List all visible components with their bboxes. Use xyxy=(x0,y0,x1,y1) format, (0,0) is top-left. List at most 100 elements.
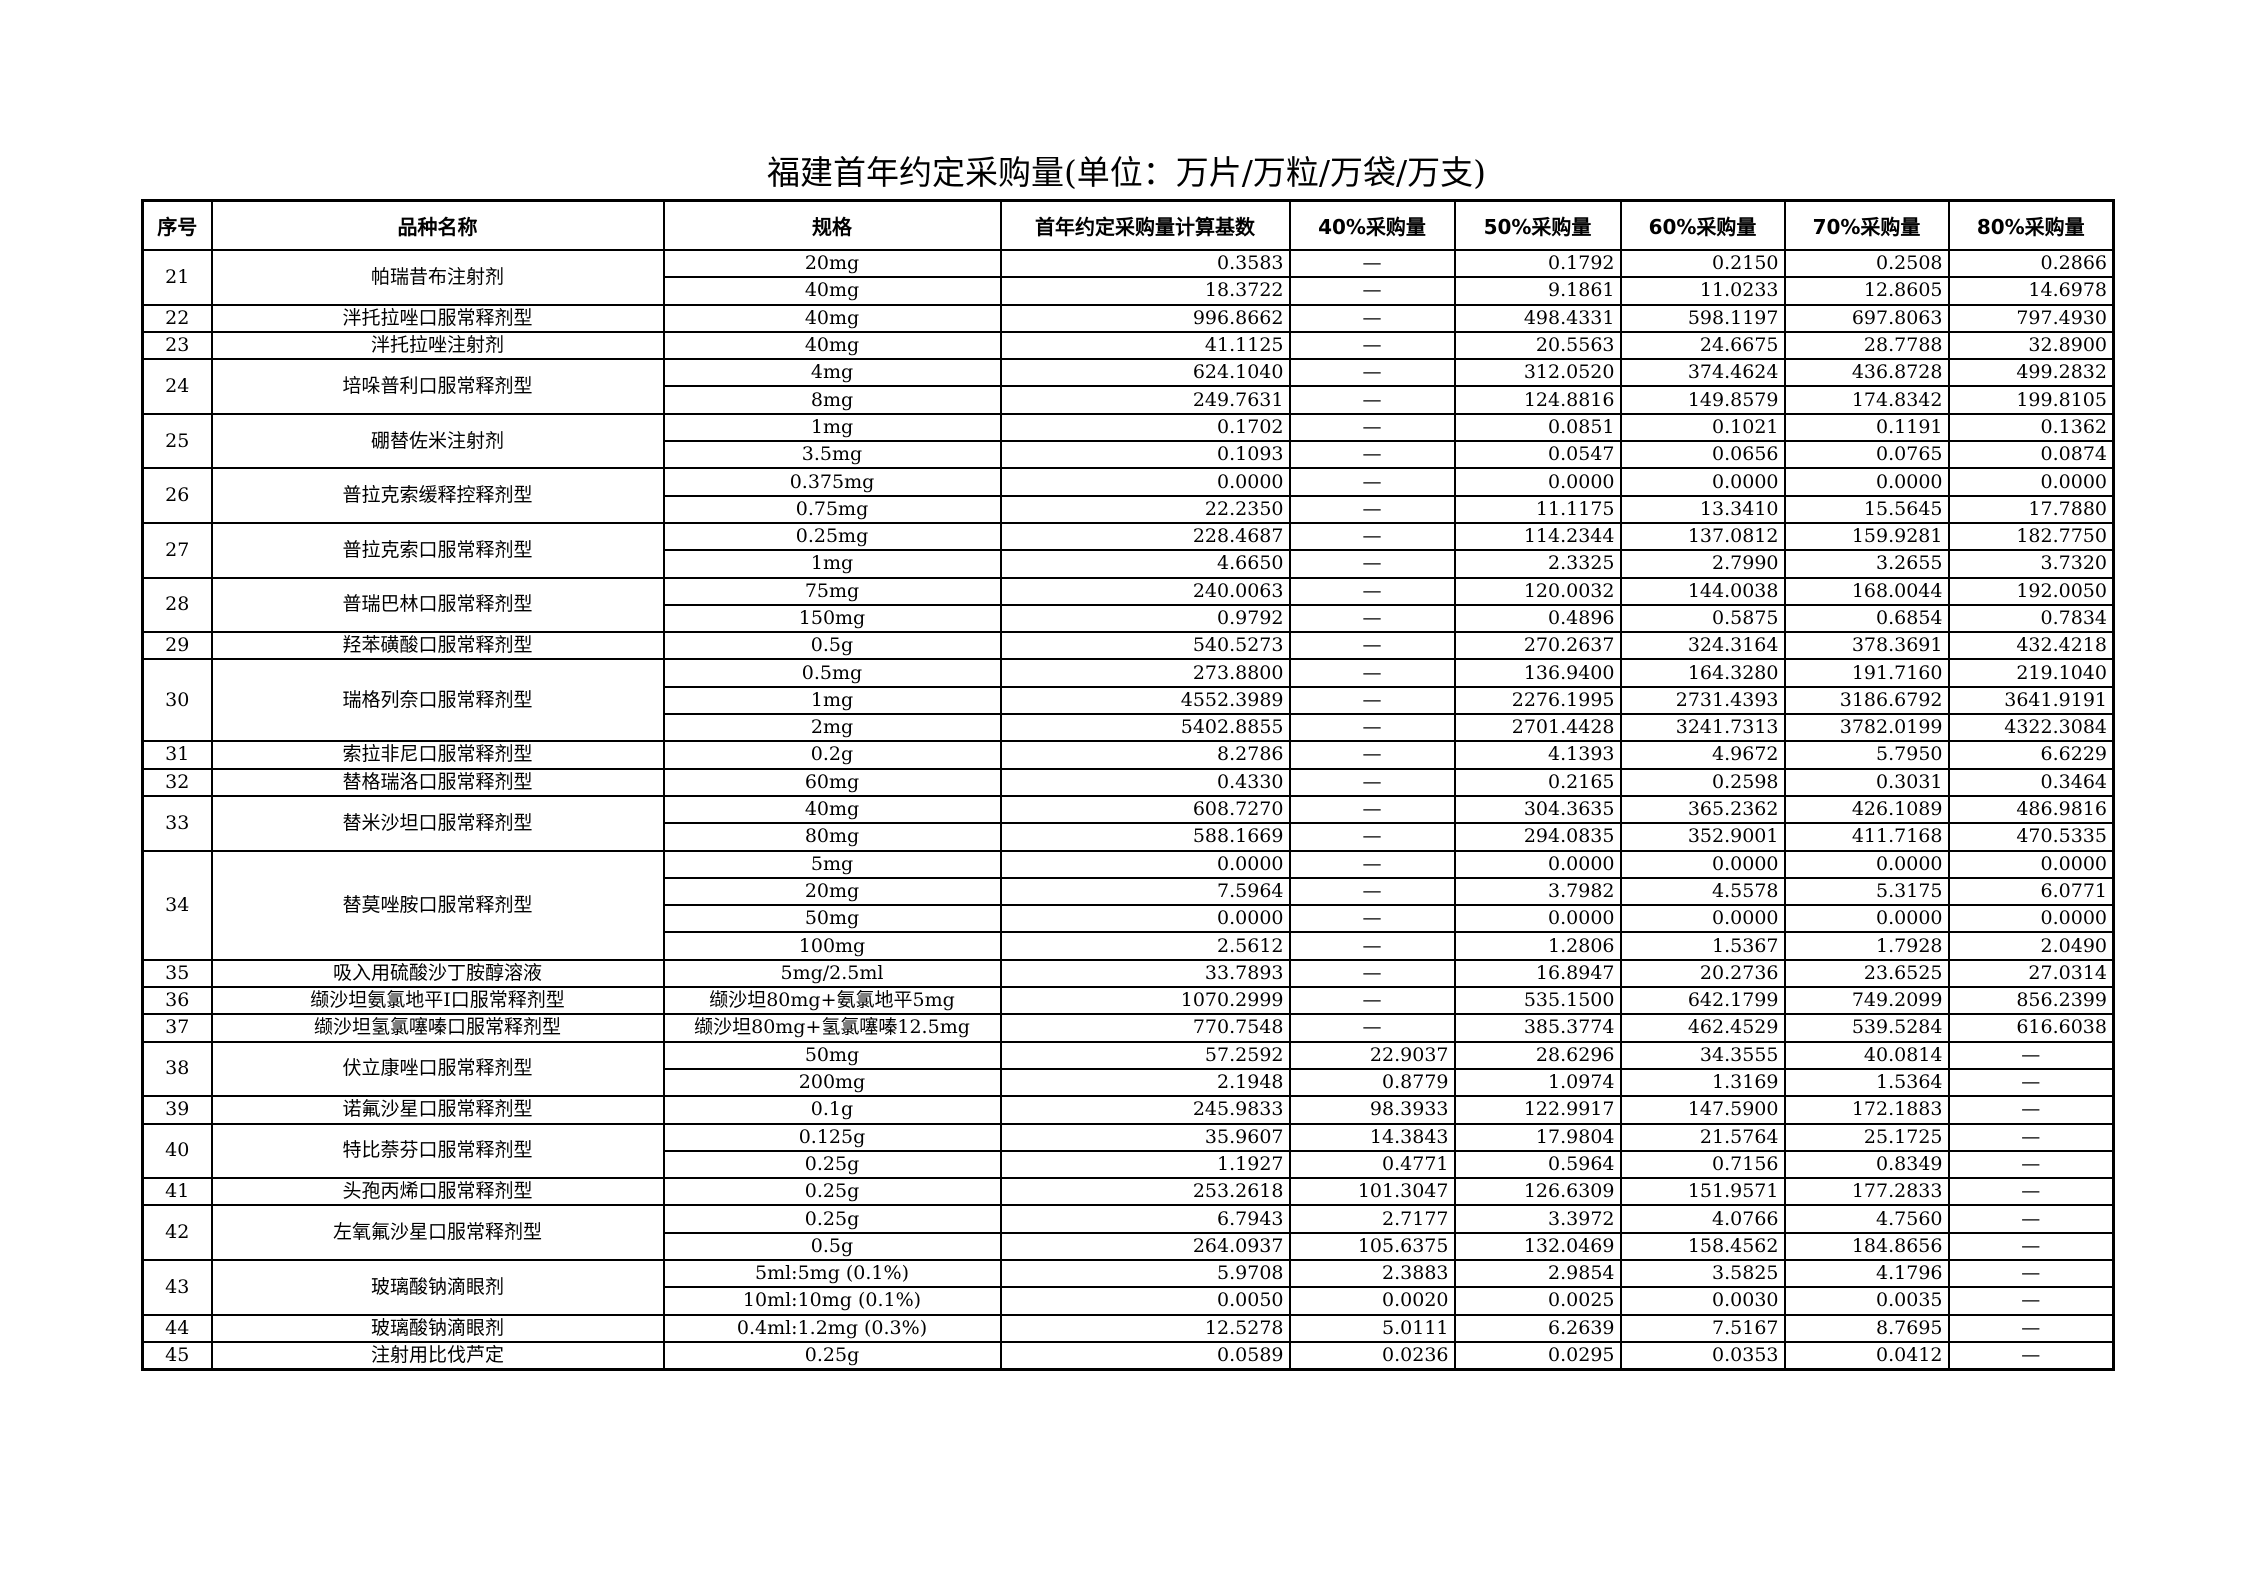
qty-40-cell: — xyxy=(1288,521,1456,552)
qty-60-cell: 20.2736 xyxy=(1619,958,1786,989)
qty-60-cell: 164.3280 xyxy=(1619,658,1786,688)
item-name: 普拉克索缓释控释剂型 xyxy=(210,467,665,524)
qty-40-cell: — xyxy=(1288,303,1456,333)
base-cell: 0.9792 xyxy=(999,603,1291,634)
spec-cell: 0.2g xyxy=(662,740,1002,770)
qty-40-cell: 0.0020 xyxy=(1288,1286,1456,1316)
qty-40-cell: 101.3047 xyxy=(1288,1177,1456,1207)
qty-80-cell: 3.7320 xyxy=(1947,549,2115,579)
table-row: 200mg 2.1948 0.8779 1.0974 1.3169 1.5364— xyxy=(143,1067,2115,1098)
qty-80-cell: — xyxy=(1947,1313,2115,1343)
qty-80-cell: 0.0874 xyxy=(1947,440,2115,470)
qty-50-cell: 122.9917 xyxy=(1453,1095,1622,1125)
qty-80-cell: 219.1040 xyxy=(1947,658,2115,688)
base-cell: 228.4687 xyxy=(999,521,1291,552)
qty-60-cell: 4.5578 xyxy=(1619,876,1786,907)
base-cell: 18.3722 xyxy=(999,276,1291,306)
qty-70-cell: 25.1725 xyxy=(1783,1122,1950,1152)
qty-60-cell: 352.9001 xyxy=(1619,822,1786,852)
header-col-40: 40%采购量 xyxy=(1288,199,1456,251)
qty-60-cell: 462.4529 xyxy=(1619,1013,1786,1043)
item-number: 30 xyxy=(141,658,213,743)
item-number: 43 xyxy=(141,1258,213,1316)
qty-70-cell: 411.7168 xyxy=(1783,822,1950,852)
spec-cell: 40mg xyxy=(662,794,1002,825)
spec-cell: 0.4ml:1.2mg (0.3%) xyxy=(662,1313,1002,1343)
qty-40-cell: — xyxy=(1288,794,1456,825)
qty-60-cell: 137.0812 xyxy=(1619,521,1786,552)
item-name: 缬沙坦氨氯地平Ⅰ口服常释剂型 xyxy=(210,986,665,1016)
table-row: 45 注射用比伐芦定 0.25g 0.0589 0.0236 0.0295 0.0353 0.… xyxy=(141,1340,2115,1371)
table-row: 40mg 18.3722—9.1861 11.0233 12.8605 14.6978 xyxy=(143,276,2115,306)
qty-70-cell: 3782.0199 xyxy=(1783,713,1950,743)
qty-60-cell: 4.9672 xyxy=(1619,740,1786,770)
base-cell: 249.7631 xyxy=(999,385,1291,415)
spec-cell: 1mg xyxy=(662,685,1002,716)
qty-80-cell: 199.8105 xyxy=(1947,385,2115,415)
qty-50-cell: 0.0000 xyxy=(1453,467,1622,497)
qty-50-cell: 0.0025 xyxy=(1453,1286,1622,1316)
base-cell: 22.2350 xyxy=(999,494,1291,524)
table-row: 0.5g 264.0937 105.6375 132.0469 158.4562 184.… xyxy=(143,1231,2115,1261)
qty-60-cell: 34.3555 xyxy=(1619,1040,1786,1070)
qty-80-cell: 6.6229 xyxy=(1947,740,2115,770)
qty-60-cell: 151.9571 xyxy=(1619,1177,1786,1207)
qty-50-cell: 535.1500 xyxy=(1453,986,1622,1016)
base-cell: 4552.3989 xyxy=(999,685,1291,716)
qty-70-cell: 0.0765 xyxy=(1783,440,1950,470)
qty-70-cell: 5.3175 xyxy=(1783,876,1950,907)
qty-80-cell: — xyxy=(1947,1095,2115,1125)
table-row: 25 硼替佐米注射剂 1mg 0.1702—0.0851 0.1021 0.1191 0.1… xyxy=(141,412,2115,470)
item-name: 诺氟沙星口服常释剂型 xyxy=(210,1095,665,1125)
qty-70-cell: 0.8349 xyxy=(1783,1149,1950,1180)
base-cell: 253.2618 xyxy=(999,1177,1291,1207)
qty-60-cell: 21.5764 xyxy=(1619,1122,1786,1152)
qty-70-cell: 1.7928 xyxy=(1783,931,1950,961)
item-name: 帕瑞昔布注射剂 xyxy=(210,249,665,306)
qty-50-cell: 3.7982 xyxy=(1453,876,1622,907)
qty-70-cell: 191.7160 xyxy=(1783,658,1950,688)
qty-70-cell: 0.0000 xyxy=(1783,849,1950,879)
base-cell: 5402.8855 xyxy=(999,713,1291,743)
table-row: 26 普拉克索缓释控释剂型 0.375mg 0.0000—0.0000 0.0000 0.… xyxy=(141,467,2115,524)
qty-60-cell: 598.1197 xyxy=(1619,303,1786,333)
spec-cell: 5mg/2.5ml xyxy=(662,958,1002,989)
qty-60-cell: 324.3164 xyxy=(1619,631,1786,661)
qty-60-cell: 2731.4393 xyxy=(1619,685,1786,716)
table-row: 1mg 4.6650—2.3325 2.7990 3.2655 3.7320 xyxy=(143,549,2115,579)
table-row: 28 普瑞巴林口服常释剂型 75mg 240.0063—120.0032 144.003… xyxy=(141,576,2115,634)
base-cell: 35.9607 xyxy=(999,1122,1291,1152)
table-row: 43 玻璃酸钠滴眼剂 5ml:5mg (0.1%) 5.9708 2.3883 2.985… xyxy=(141,1258,2115,1316)
base-cell: 6.7943 xyxy=(999,1204,1291,1234)
qty-50-cell: 294.0835 xyxy=(1453,822,1622,852)
qty-50-cell: 1.0974 xyxy=(1453,1067,1622,1098)
qty-70-cell: 3186.6792 xyxy=(1783,685,1950,716)
item-number: 29 xyxy=(141,631,213,661)
item-number: 45 xyxy=(141,1340,213,1371)
spec-cell: 0.25g xyxy=(662,1177,1002,1207)
qty-50-cell: 0.1792 xyxy=(1453,248,1622,279)
spec-cell: 75mg xyxy=(662,576,1002,606)
base-cell: 273.8800 xyxy=(999,658,1291,688)
base-cell: 0.4330 xyxy=(999,767,1291,797)
qty-40-cell: 98.3933 xyxy=(1288,1095,1456,1125)
table-row: 30 瑞格列奈口服常释剂型 0.5mg 273.8800—136.9400 164.32… xyxy=(141,658,2115,743)
item-number: 36 xyxy=(141,986,213,1016)
item-name: 缬沙坦氢氯噻嗪口服常释剂型 xyxy=(210,1013,665,1043)
qty-50-cell: 3.3972 xyxy=(1453,1204,1622,1234)
item-number: 31 xyxy=(141,740,213,770)
qty-60-cell: 1.5367 xyxy=(1619,931,1786,961)
qty-50-cell: 9.1861 xyxy=(1453,276,1622,306)
qty-80-cell: — xyxy=(1947,1204,2115,1234)
table-row: 22 泮托拉唑口服常释剂型 40mg 996.8662—498.4331 598.119… xyxy=(141,303,2115,333)
spec-cell: 2mg xyxy=(662,713,1002,743)
spec-cell: 4mg xyxy=(662,358,1002,388)
table-row: 21 帕瑞昔布注射剂 20mg 0.3583—0.1792 0.2150 0.2508 0.… xyxy=(141,248,2115,306)
spec-cell: 缬沙坦80mg+氨氯地平5mg xyxy=(662,986,1002,1016)
spec-cell: 40mg xyxy=(662,276,1002,306)
table-row: 31 索拉非尼口服常释剂型 0.2g 8.2786—4.1393 4.9672 5.795… xyxy=(141,740,2115,770)
qty-40-cell: — xyxy=(1288,904,1456,934)
qty-60-cell: 0.7156 xyxy=(1619,1149,1786,1180)
qty-80-cell: 0.7834 xyxy=(1947,603,2115,634)
qty-80-cell: — xyxy=(1947,1231,2115,1261)
